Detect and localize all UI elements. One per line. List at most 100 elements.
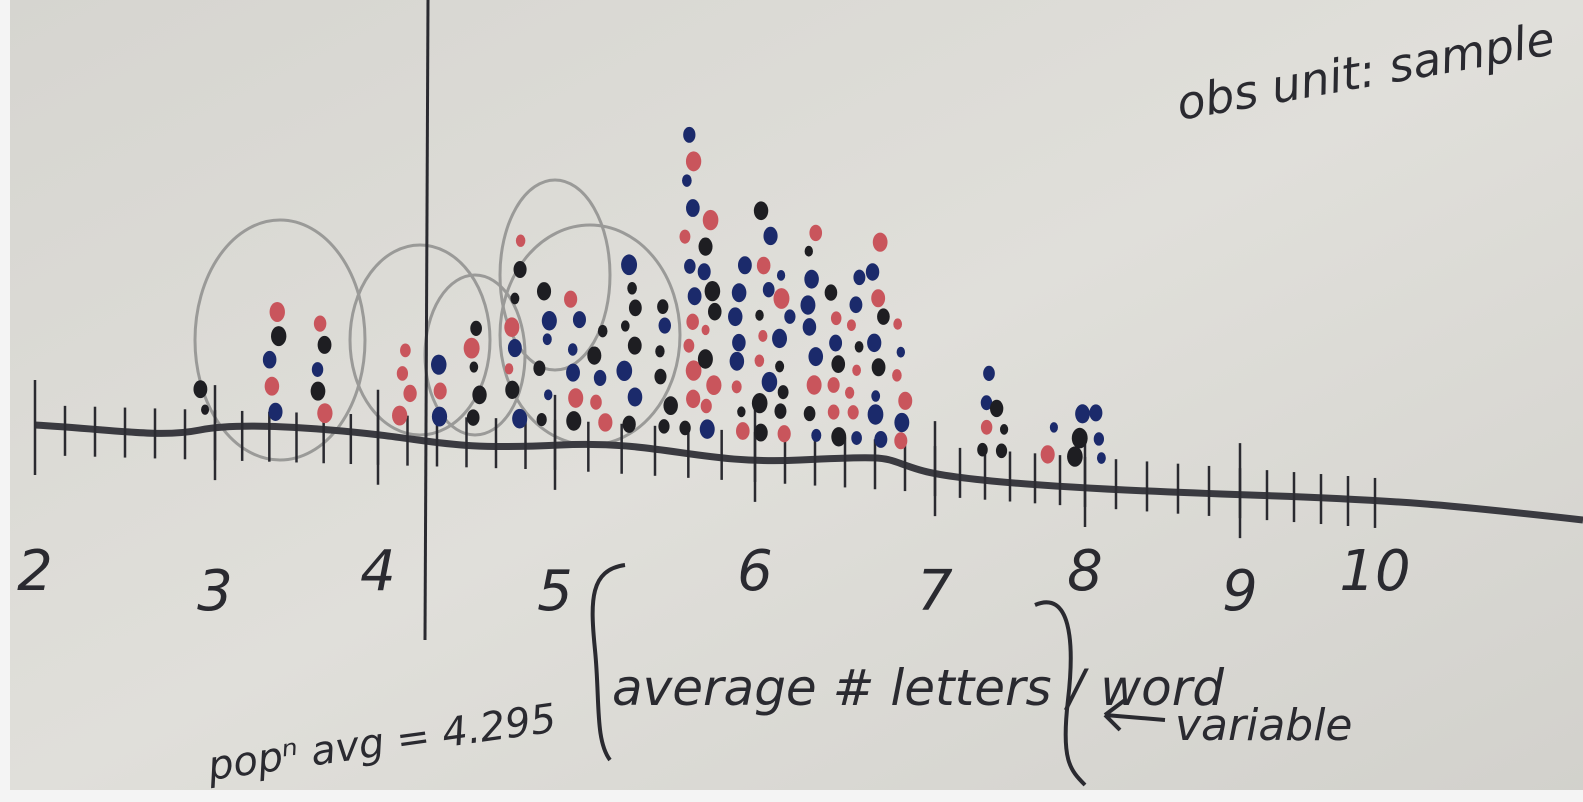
dot bbox=[778, 385, 789, 399]
dot bbox=[193, 380, 207, 398]
dot bbox=[877, 308, 890, 324]
dot bbox=[805, 246, 813, 257]
dot bbox=[772, 329, 787, 348]
dot bbox=[508, 339, 522, 357]
dot bbox=[848, 405, 859, 419]
variable-label: variable bbox=[1175, 700, 1353, 751]
dot bbox=[537, 282, 551, 300]
dot bbox=[871, 390, 880, 401]
dot bbox=[470, 361, 479, 372]
dot bbox=[470, 321, 482, 336]
dot bbox=[777, 270, 785, 281]
dot bbox=[732, 380, 742, 393]
dot bbox=[804, 270, 819, 289]
dot bbox=[732, 334, 746, 352]
dot bbox=[728, 307, 742, 326]
dot bbox=[568, 343, 578, 355]
dot bbox=[616, 361, 632, 381]
dot bbox=[566, 364, 580, 382]
axis-label: 7 bbox=[917, 559, 953, 624]
dot bbox=[265, 377, 280, 396]
dot bbox=[850, 296, 863, 313]
dot bbox=[628, 337, 642, 355]
dot bbox=[852, 365, 861, 376]
dot bbox=[658, 419, 669, 434]
dot bbox=[872, 358, 886, 376]
dot bbox=[855, 341, 864, 352]
dot bbox=[981, 420, 992, 435]
dot bbox=[800, 295, 815, 314]
dot bbox=[271, 326, 286, 346]
dot bbox=[1041, 445, 1055, 463]
dot bbox=[431, 355, 447, 375]
dot bbox=[627, 282, 637, 295]
dot bbox=[564, 291, 577, 308]
dot bbox=[763, 282, 775, 297]
dot bbox=[866, 263, 879, 280]
dot bbox=[898, 392, 912, 410]
photo-border bbox=[0, 0, 10, 802]
dot bbox=[845, 387, 854, 399]
dot bbox=[1097, 452, 1106, 464]
dot bbox=[542, 311, 557, 331]
dot bbox=[629, 300, 642, 317]
dot bbox=[504, 317, 519, 337]
dot bbox=[990, 400, 1003, 417]
dot bbox=[679, 421, 690, 436]
dot bbox=[706, 375, 721, 395]
dot bbox=[828, 404, 840, 419]
dot bbox=[590, 395, 602, 410]
dot bbox=[587, 346, 601, 364]
whiteboard-photo: 2345678910 obs unit: sample popⁿ avg = 4… bbox=[0, 0, 1583, 802]
dot bbox=[682, 174, 692, 187]
dot bbox=[809, 225, 822, 241]
axis-label: 5 bbox=[537, 559, 573, 624]
dot bbox=[654, 369, 666, 385]
dot bbox=[566, 411, 581, 431]
dot bbox=[851, 431, 862, 445]
dot bbox=[686, 314, 699, 330]
dot bbox=[1067, 446, 1083, 466]
dot bbox=[397, 366, 408, 381]
axis-label: 3 bbox=[197, 559, 233, 624]
dot bbox=[683, 339, 694, 353]
dot bbox=[867, 334, 881, 352]
dot bbox=[803, 318, 817, 336]
dot bbox=[804, 406, 816, 421]
dot bbox=[314, 315, 326, 331]
dot bbox=[807, 375, 822, 394]
dot bbox=[825, 284, 838, 300]
axis-label: 6 bbox=[737, 539, 773, 604]
dot bbox=[775, 361, 784, 373]
dot bbox=[432, 407, 447, 427]
dot bbox=[312, 362, 323, 377]
dot bbox=[311, 382, 326, 401]
dot bbox=[680, 230, 691, 244]
dot bbox=[467, 409, 480, 426]
dot bbox=[701, 399, 712, 414]
dot bbox=[703, 210, 719, 230]
dot bbox=[1075, 404, 1090, 423]
dot bbox=[573, 311, 586, 328]
dot bbox=[831, 355, 845, 373]
dot bbox=[434, 382, 447, 399]
dot bbox=[784, 309, 795, 324]
dot bbox=[464, 338, 480, 359]
dot bbox=[897, 347, 905, 358]
dot bbox=[686, 390, 700, 408]
dot bbox=[270, 302, 285, 322]
dot bbox=[894, 432, 907, 449]
dot bbox=[505, 363, 514, 374]
dot bbox=[514, 261, 527, 278]
dot bbox=[758, 330, 767, 342]
dot bbox=[730, 352, 745, 371]
dot bbox=[757, 257, 771, 275]
dot bbox=[683, 127, 695, 143]
dot bbox=[623, 416, 636, 433]
dot bbox=[1072, 428, 1088, 449]
dot bbox=[700, 419, 715, 438]
dot bbox=[732, 283, 747, 302]
dot bbox=[736, 422, 750, 440]
dot bbox=[400, 343, 411, 357]
dot bbox=[543, 333, 552, 345]
